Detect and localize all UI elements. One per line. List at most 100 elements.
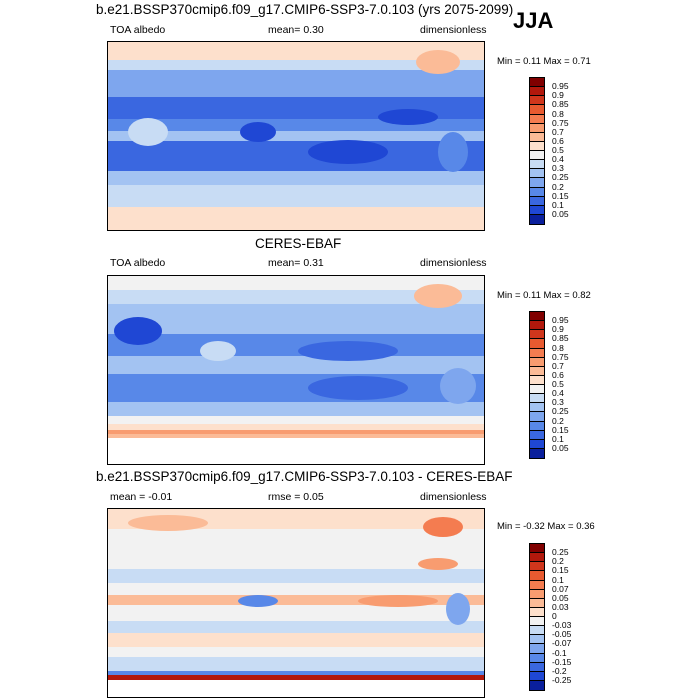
colorbar-segment <box>530 141 544 151</box>
colorbar-label: 0.9 <box>552 324 564 335</box>
colorbar-label: -0.03 <box>552 620 572 631</box>
colorbar-label: 0.05 <box>552 442 569 453</box>
colorbar-label: -0.07 <box>552 638 572 649</box>
colorbar-label: 0.95 <box>552 315 569 326</box>
panel-1-units: dimensionless <box>420 24 487 36</box>
colorbar-segment <box>530 205 544 215</box>
colorbar-label: 0.8 <box>552 342 564 353</box>
colorbar-label: 0.75 <box>552 117 569 128</box>
colorbar-label: 0.2 <box>552 181 564 192</box>
colorbar-segment <box>530 626 544 636</box>
season-label: JJA <box>513 8 554 33</box>
panel-3-minmax: Min = -0.32 Max = 0.36 <box>497 521 595 532</box>
colorbar-segment <box>530 321 544 331</box>
colorbar-label: -0.15 <box>552 656 572 667</box>
colorbar-segment <box>530 339 544 349</box>
colorbar-label: -0.25 <box>552 674 572 685</box>
panel-2-variable: TOA albedo <box>110 257 166 269</box>
colorbar-segment <box>530 169 544 179</box>
colorbar-label: 0.2 <box>552 415 564 426</box>
panel-2-units: dimensionless <box>420 257 487 269</box>
colorbar-label: 0.4 <box>552 388 564 399</box>
panel-1-title: b.e21.BSSP370cmip6.f09_g17.CMIP6-SSP3-7.… <box>96 2 514 17</box>
panel-3-colorbar <box>529 543 545 691</box>
colorbar-segment <box>530 132 544 142</box>
colorbar-segment <box>530 553 544 563</box>
colorbar-label: 0.9 <box>552 90 564 101</box>
colorbar-segment <box>530 439 544 449</box>
colorbar-segment <box>530 151 544 161</box>
colorbar-label: 0.1 <box>552 433 564 444</box>
colorbar-segment <box>530 196 544 206</box>
colorbar-label: 0.15 <box>552 565 569 576</box>
panel-1-colorbar <box>529 77 545 225</box>
colorbar-segment <box>530 160 544 170</box>
colorbar-label: 0.4 <box>552 154 564 165</box>
colorbar-segment <box>530 394 544 404</box>
panel-3-mean: mean = -0.01 <box>110 491 173 503</box>
colorbar-segment <box>530 644 544 654</box>
colorbar-label: 0.2 <box>552 556 564 567</box>
panel-1-mean: mean= 0.30 <box>268 24 324 36</box>
colorbar-label: 0.85 <box>552 99 569 110</box>
colorbar-label: 0.05 <box>552 208 569 219</box>
colorbar-segment <box>530 375 544 385</box>
colorbar-label: 0.7 <box>552 360 564 371</box>
colorbar-segment <box>530 366 544 376</box>
colorbar-label: 0 <box>552 611 557 621</box>
colorbar-segment <box>530 617 544 627</box>
panel-2-colorbar <box>529 311 545 459</box>
colorbar-label: 0.1 <box>552 574 564 585</box>
colorbar-segment <box>530 544 544 554</box>
panel-2-title: CERES-EBAF <box>255 236 342 251</box>
colorbar-segment <box>530 430 544 440</box>
colorbar-segment <box>530 635 544 645</box>
panel-3-title: b.e21.BSSP370cmip6.f09_g17.CMIP6-SSP3-7.… <box>96 469 513 484</box>
colorbar-label: 0.07 <box>552 583 569 594</box>
panel-3-units: dimensionless <box>420 491 487 503</box>
colorbar-label: 0.05 <box>552 592 569 603</box>
colorbar-segment <box>530 312 544 322</box>
colorbar-segment <box>530 403 544 413</box>
colorbar-label: 0.3 <box>552 163 564 174</box>
panel-1-variable: TOA albedo <box>110 24 166 36</box>
colorbar-label: 0.25 <box>552 547 569 558</box>
colorbar-segment <box>530 653 544 663</box>
colorbar-label: 0.25 <box>552 172 569 183</box>
colorbar-segment <box>530 589 544 599</box>
colorbar-label: 0.25 <box>552 406 569 417</box>
colorbar-segment <box>530 78 544 88</box>
colorbar-label: -0.2 <box>552 665 567 676</box>
colorbar-segment <box>530 562 544 572</box>
colorbar-segment <box>530 330 544 340</box>
colorbar-segment <box>530 448 544 458</box>
colorbar-segment <box>530 680 544 690</box>
colorbar-label: 0.6 <box>552 135 564 146</box>
colorbar-label: 0.95 <box>552 81 569 92</box>
colorbar-segment <box>530 662 544 672</box>
colorbar-segment <box>530 571 544 581</box>
colorbar-label: 0.75 <box>552 351 569 362</box>
colorbar-segment <box>530 385 544 395</box>
colorbar-label: 0.03 <box>552 601 569 612</box>
colorbar-segment <box>530 607 544 617</box>
colorbar-label: 0.15 <box>552 424 569 435</box>
colorbar-segment <box>530 421 544 431</box>
colorbar-segment <box>530 671 544 681</box>
colorbar-label: 0.5 <box>552 379 564 389</box>
colorbar-label: -0.05 <box>552 629 572 640</box>
colorbar-segment <box>530 214 544 224</box>
colorbar-segment <box>530 123 544 133</box>
panel-2-minmax: Min = 0.11 Max = 0.82 <box>497 290 591 301</box>
colorbar-label: 0.3 <box>552 397 564 408</box>
colorbar-label: 0.5 <box>552 145 564 155</box>
colorbar-segment <box>530 178 544 188</box>
panel-2-map <box>107 275 485 465</box>
colorbar-label: 0.15 <box>552 190 569 201</box>
colorbar-segment <box>530 187 544 197</box>
panel-3-map <box>107 508 485 698</box>
colorbar-segment <box>530 580 544 590</box>
panel-3-rmse: rmse = 0.05 <box>268 491 324 503</box>
colorbar-segment <box>530 105 544 115</box>
panel-1-map <box>107 41 485 231</box>
